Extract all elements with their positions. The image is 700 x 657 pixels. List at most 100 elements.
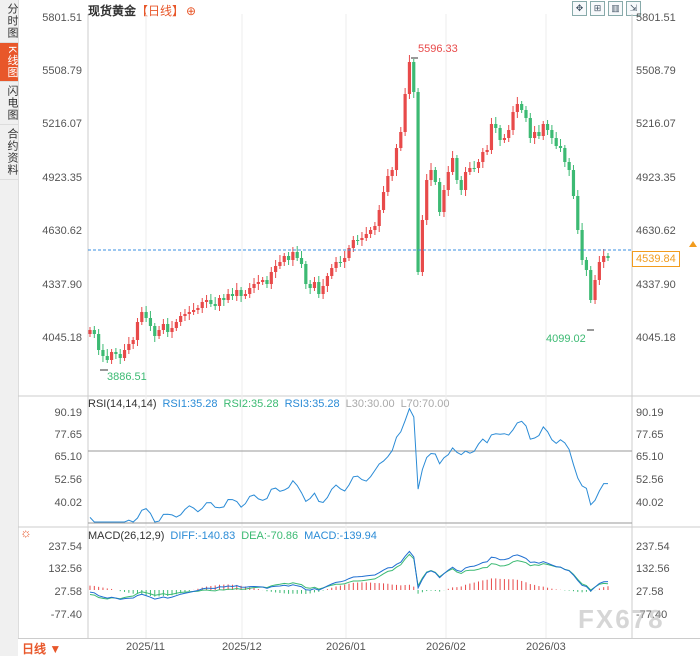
time-axis-bar xyxy=(18,638,700,657)
candle-body xyxy=(148,318,153,326)
price-axis-label-right: 5508.79 xyxy=(636,65,676,77)
rsi1-value: RSI1:35.28 xyxy=(162,398,218,410)
candle-body xyxy=(109,352,114,360)
candle-body xyxy=(183,314,187,316)
macd-header: MACD(26,12,9) DIFF:-140.83 DEA:-70.86 MACD:… xyxy=(88,530,383,542)
candle-body xyxy=(563,148,567,162)
candle-body xyxy=(381,192,386,210)
candle-body xyxy=(364,234,368,238)
candle-body xyxy=(114,352,118,354)
candle-body xyxy=(537,132,541,136)
candle-body xyxy=(524,110,528,118)
tab-intraday[interactable]: 分时图 xyxy=(0,0,18,43)
candle-body xyxy=(282,256,286,262)
candle-body xyxy=(278,262,282,266)
settings-icon[interactable]: ☼ xyxy=(20,525,32,540)
candle-body xyxy=(153,326,157,336)
candle-body xyxy=(217,298,222,306)
candle-body xyxy=(399,132,403,148)
low-price-label: 3886.51 xyxy=(107,371,147,383)
candle-body xyxy=(580,230,584,260)
candle-body xyxy=(511,112,515,130)
macd-axis-label-right: 132.56 xyxy=(636,563,670,575)
macd-axis-label-right: -77.40 xyxy=(636,609,668,621)
period-select-button[interactable]: 日线 ▼ xyxy=(22,642,62,656)
macd-title: MACD(26,12,9) xyxy=(88,530,165,542)
candle-body xyxy=(144,312,148,318)
rsi-axis-label-left: 40.02 xyxy=(54,497,82,509)
tab-flash[interactable]: 闪电图 xyxy=(0,82,18,126)
candle-body xyxy=(425,180,429,220)
candle-body xyxy=(606,256,610,258)
candle-body xyxy=(174,322,178,328)
candle-body xyxy=(602,256,606,262)
rsi-title: RSI(14,14,14) xyxy=(88,398,157,410)
candle-body xyxy=(308,284,312,288)
candle-body xyxy=(334,262,338,268)
candle-body xyxy=(597,262,601,280)
candle-body xyxy=(498,128,502,140)
price-axis-label-left: 4337.90 xyxy=(42,279,82,291)
price-axis-label-left: 4923.35 xyxy=(42,172,82,184)
candle-body xyxy=(571,170,576,196)
candle-body xyxy=(269,272,273,284)
grid-icon[interactable]: ⊞ xyxy=(590,1,605,16)
candle-body xyxy=(161,324,165,330)
candle-body xyxy=(442,190,446,212)
rsi-header: RSI(14,14,14) RSI1:35.28 RSI2:35.28 RSI3:35… xyxy=(88,398,456,410)
candle-body xyxy=(330,268,334,276)
price-axis-label-right: 4630.62 xyxy=(636,225,676,237)
candle-body xyxy=(343,258,347,262)
candle-body xyxy=(558,146,563,148)
candle-body xyxy=(528,118,532,138)
candle-body xyxy=(407,62,412,94)
candle-body xyxy=(429,170,433,180)
candle-body xyxy=(576,196,580,230)
price-axis-label-left: 5216.07 xyxy=(42,118,82,130)
tab-kline[interactable]: K线图 xyxy=(0,43,18,83)
rsi-axis-label-right: 90.19 xyxy=(636,407,664,419)
candle-body xyxy=(489,124,494,150)
candle-body xyxy=(412,62,416,92)
price-marker-icon xyxy=(689,241,697,247)
zoom-in-icon[interactable]: ⊕ xyxy=(186,4,197,18)
candle-body xyxy=(347,248,351,258)
tab-contract-info[interactable]: 合约资料 xyxy=(0,125,18,181)
watermark-logo: FX678 xyxy=(578,604,665,634)
candle-body xyxy=(88,330,92,334)
rsi-axis-label-right: 65.10 xyxy=(636,451,664,463)
candle-body xyxy=(127,344,131,350)
candle-body xyxy=(317,282,321,294)
candle-body xyxy=(122,350,127,358)
time-axis-label: 2026/01 xyxy=(326,641,366,653)
candle-body xyxy=(325,276,330,286)
split-icon[interactable]: ▥ xyxy=(608,1,623,16)
candle-body xyxy=(541,124,545,136)
candle-body xyxy=(131,340,135,344)
candle-body xyxy=(403,94,407,132)
candle-body xyxy=(261,280,265,282)
candle-body xyxy=(118,354,122,358)
candle-body xyxy=(304,264,308,284)
candle-body xyxy=(416,92,420,272)
candle-body xyxy=(248,288,252,294)
exit-icon[interactable]: ⇲ xyxy=(626,1,641,16)
candle-body xyxy=(252,284,256,288)
fullscreen-icon[interactable]: ✥ xyxy=(572,1,587,16)
macd-axis-label-left: 27.58 xyxy=(54,586,82,598)
chart-toolbar: ✥ ⊞ ▥ ⇲ xyxy=(572,1,641,16)
candle-body xyxy=(135,322,140,340)
macd-axis-label-left: 237.54 xyxy=(48,541,82,553)
chart-type-sidebar: 分时图 K线图 闪电图 合约资料 xyxy=(0,0,19,656)
candle-body xyxy=(213,304,217,306)
candle-body xyxy=(170,328,174,332)
candle-body xyxy=(187,312,191,314)
time-axis-label: 2025/12 xyxy=(222,641,262,653)
rsi-axis-label-right: 52.56 xyxy=(636,474,664,486)
macd-axis-label-right: 237.54 xyxy=(636,541,670,553)
macd-axis-label-left: 132.56 xyxy=(48,563,82,575)
candle-body xyxy=(485,150,489,152)
candle-body xyxy=(157,330,161,336)
candle-body xyxy=(394,148,399,170)
